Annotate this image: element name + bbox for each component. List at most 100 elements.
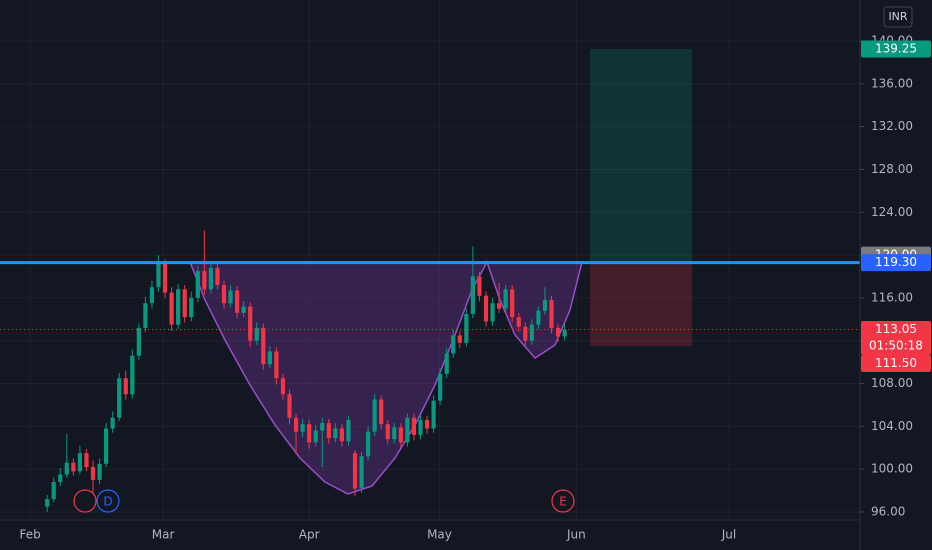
candle-body xyxy=(287,394,292,418)
candle-body xyxy=(438,373,443,401)
y-tick-label: 132.00 xyxy=(871,119,913,133)
event-label: D xyxy=(103,495,112,509)
candle-body xyxy=(398,427,403,443)
candle-body xyxy=(130,355,135,395)
candle-body xyxy=(549,300,554,328)
candle-body xyxy=(516,317,521,327)
candle-body xyxy=(424,419,430,429)
candle-body xyxy=(483,295,489,322)
candle-body xyxy=(379,399,384,425)
axes: 96.00100.00104.00108.00112.00116.00120.0… xyxy=(20,33,931,542)
candle-body xyxy=(477,276,482,296)
y-tick-label: 124.00 xyxy=(871,205,913,219)
candle-body xyxy=(241,306,246,313)
x-tick-label: Jun xyxy=(566,528,586,542)
candle-body xyxy=(136,327,141,356)
candle-body xyxy=(366,431,371,457)
candle-body xyxy=(457,335,462,343)
candle-body xyxy=(451,335,456,354)
candle-body xyxy=(346,419,351,442)
candle-body xyxy=(490,303,495,322)
candle-body xyxy=(313,430,318,443)
grid xyxy=(0,0,860,520)
candle-body xyxy=(97,463,102,480)
candle-body xyxy=(189,297,194,318)
candle-body xyxy=(418,419,423,435)
x-tick-label: Jul xyxy=(721,528,736,542)
candle-body xyxy=(90,467,96,480)
candle-body xyxy=(405,417,410,443)
candle-body xyxy=(555,327,561,337)
candle-body xyxy=(45,499,50,507)
candle-body xyxy=(536,310,541,325)
currency: INR xyxy=(888,10,907,23)
loss-zone xyxy=(590,262,692,347)
candle-body xyxy=(274,351,279,379)
candle-body xyxy=(84,453,89,468)
candle-body xyxy=(339,428,345,442)
price-badge xyxy=(861,320,931,355)
candle-body xyxy=(156,263,161,288)
candle-body xyxy=(503,289,508,309)
candle-body xyxy=(51,482,56,500)
candle-body xyxy=(248,306,253,341)
candles xyxy=(45,230,567,512)
candle-body xyxy=(359,456,364,489)
y-tick-label: 104.00 xyxy=(871,419,913,433)
x-tick-label: Apr xyxy=(299,528,320,542)
event-marker xyxy=(73,489,97,513)
y-tick-label: 96.00 xyxy=(871,504,905,518)
candle-body xyxy=(202,271,207,290)
candle-body xyxy=(267,351,272,365)
candle-body xyxy=(71,462,76,472)
candle-body xyxy=(208,267,214,290)
cup-and-handle-pattern xyxy=(188,260,583,495)
candle-body xyxy=(542,300,548,311)
candle-body xyxy=(77,453,83,472)
candle-body xyxy=(143,303,148,328)
candle-body xyxy=(300,424,305,432)
candle-body xyxy=(411,417,417,435)
candle-body xyxy=(352,453,358,489)
candle-body xyxy=(293,417,299,432)
candle-body xyxy=(254,327,259,341)
candle-body xyxy=(261,327,266,365)
x-tick-label: Mar xyxy=(152,528,175,542)
candle-body xyxy=(385,424,390,440)
price-badge-label: 139.25 xyxy=(875,42,917,56)
candle-body xyxy=(215,267,220,286)
candle-body xyxy=(64,462,69,475)
candle-body xyxy=(326,423,331,439)
y-tick-label: 100.00 xyxy=(871,462,913,476)
y-tick-label: 136.00 xyxy=(871,76,913,90)
y-tick-label: 116.00 xyxy=(871,290,913,304)
candle-body xyxy=(221,285,227,304)
price-badge-label: 119.30 xyxy=(875,255,917,269)
position-tool xyxy=(590,49,692,347)
currency-box xyxy=(883,6,913,28)
candle-body xyxy=(162,263,168,293)
event-marker xyxy=(96,489,120,513)
candle-body xyxy=(529,324,534,341)
price-badge-label: 111.50 xyxy=(875,356,917,370)
candle-body xyxy=(333,428,338,439)
event-label: E xyxy=(559,495,567,509)
candle-body xyxy=(110,417,115,429)
candle-body xyxy=(176,289,181,325)
candle-body xyxy=(182,289,187,318)
candle-body xyxy=(470,276,476,314)
candle-body xyxy=(307,424,312,443)
candle-body xyxy=(562,329,567,337)
candle-body xyxy=(169,292,174,325)
y-tick-label: 108.00 xyxy=(871,376,913,390)
price-badge xyxy=(861,40,931,58)
candle-body xyxy=(372,399,377,432)
candle-body xyxy=(235,290,240,313)
candle-body xyxy=(58,474,63,483)
price-badge xyxy=(861,254,931,272)
candle-body xyxy=(195,271,200,298)
